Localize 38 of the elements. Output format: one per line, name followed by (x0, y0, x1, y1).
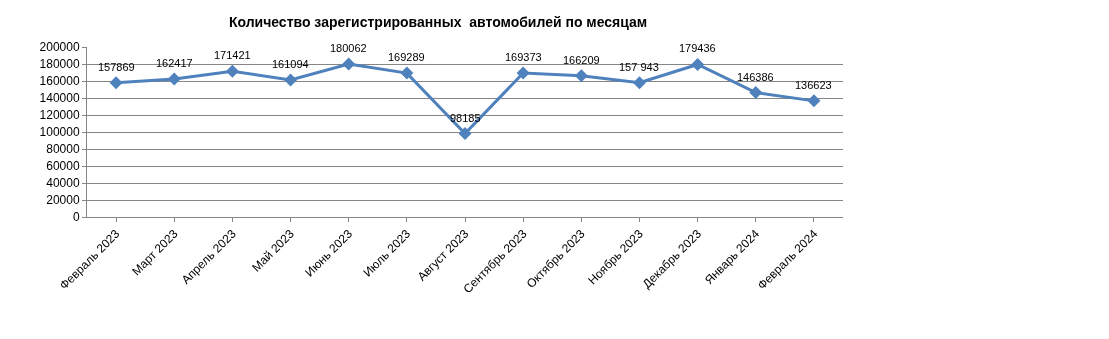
y-tick-label: 60000 (46, 159, 80, 174)
y-tick-label: 80000 (46, 142, 80, 157)
y-tick-label: 120000 (39, 108, 80, 123)
data-label: 157869 (98, 61, 135, 73)
y-tick-label: 40000 (46, 176, 80, 191)
point (516, 66, 530, 80)
data-label: 169289 (388, 51, 425, 63)
point (109, 76, 123, 90)
point (749, 86, 763, 100)
point (342, 57, 356, 71)
point (691, 57, 705, 71)
data-label: 136623 (795, 79, 832, 91)
data-label: 171421 (214, 49, 251, 61)
point (574, 69, 588, 83)
y-tick-label: 0 (72, 210, 80, 225)
y-tick-label: 140000 (39, 91, 80, 106)
data-label: 162417 (156, 57, 193, 69)
y-tick-label: 200000 (39, 40, 80, 55)
y-tick-label: 100000 (39, 125, 80, 140)
y-tick-label: 160000 (39, 74, 80, 89)
point (632, 76, 646, 90)
y-tick-label: 20000 (46, 193, 80, 208)
data-label: 146386 (737, 71, 774, 83)
point (400, 66, 414, 80)
y-tick-label: 180000 (39, 57, 80, 72)
data-label: 179436 (679, 42, 716, 54)
data-label: 180062 (330, 42, 367, 54)
point (807, 94, 821, 108)
data-label: 98185 (450, 112, 481, 124)
point (167, 72, 181, 86)
data-label: 166209 (563, 54, 600, 66)
point (458, 127, 472, 141)
data-label: 157 943 (619, 61, 659, 73)
point (225, 64, 239, 78)
point (284, 73, 298, 87)
data-label: 169373 (505, 51, 542, 63)
chart-title: Количество зарегистрированных автомобилей по месяцам (228, 13, 648, 30)
data-label: 161094 (272, 58, 309, 70)
